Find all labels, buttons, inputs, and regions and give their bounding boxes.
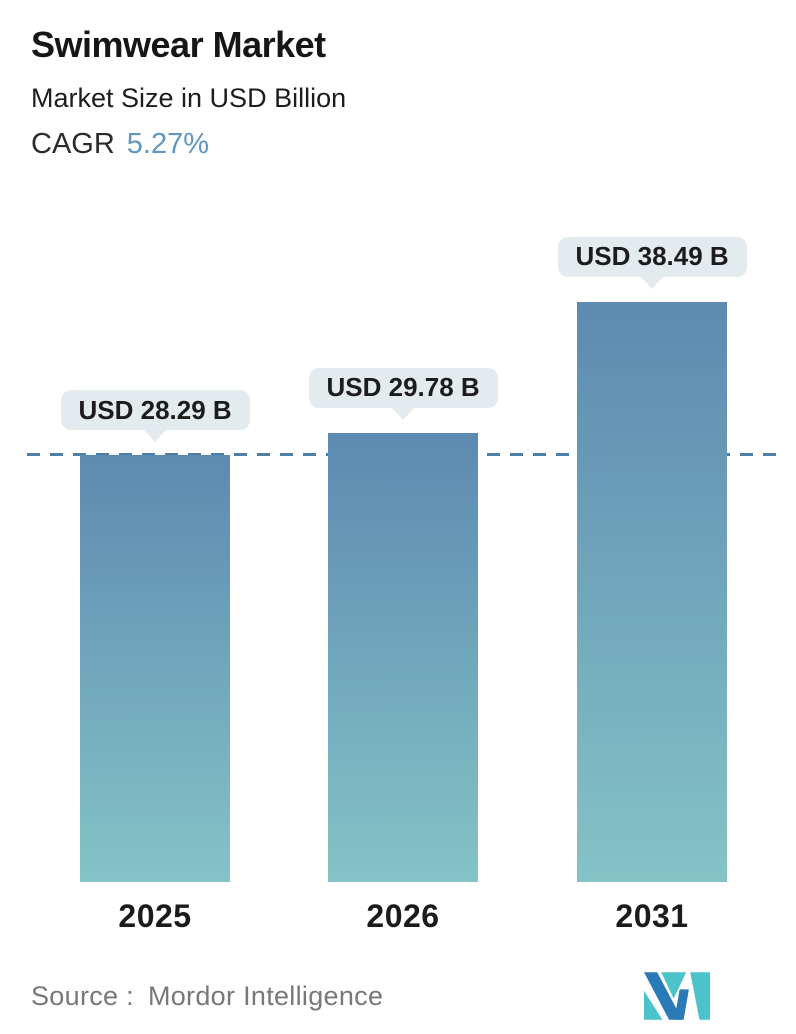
source-value: Mordor Intelligence: [147, 980, 384, 1011]
source-label: Source :: [31, 980, 134, 1011]
bar-2031: [577, 301, 727, 882]
chart-title: Swimwear Market: [31, 24, 326, 65]
logo-teal-middle-triangle: [661, 972, 687, 999]
value-label-bubble-2025: USD 28.29 B: [60, 390, 250, 443]
value-label-bubble-2031: USD 38.49 B: [557, 236, 747, 289]
x-axis-label-2026: 2026: [366, 898, 440, 934]
bubble-pointer: [640, 275, 665, 289]
cagr-value: 5.27%: [126, 128, 210, 161]
value-label-bubble-2026: USD 29.78 B: [308, 367, 498, 420]
cagr-label: CAGR: [31, 128, 115, 161]
bar-2026: [328, 432, 478, 882]
logo-blue-right-bar: [674, 989, 689, 1020]
chart-subtitle: Market Size in USD Billion: [31, 83, 347, 114]
logo-teal-right-band: [690, 972, 710, 1020]
mordor-intelligence-logo: [644, 972, 710, 1020]
source-text: Source : Mordor Intelligence: [31, 981, 383, 1012]
cagr-row: CAGR 5.27%: [31, 128, 346, 161]
chart-header: Swimwear Market Market Size in USD Billi…: [31, 24, 346, 161]
x-axis-label-2031: 2031: [615, 898, 689, 934]
logo-teal-left-triangle: [644, 990, 663, 1020]
logo-blue-diagonal: [644, 972, 683, 1020]
bubble-pointer: [391, 406, 416, 420]
footer: Source : Mordor Intelligence: [31, 972, 765, 1020]
bar-2025: [80, 455, 230, 882]
x-axis-label-2025: 2025: [118, 898, 192, 934]
bubble-pointer: [143, 429, 168, 443]
